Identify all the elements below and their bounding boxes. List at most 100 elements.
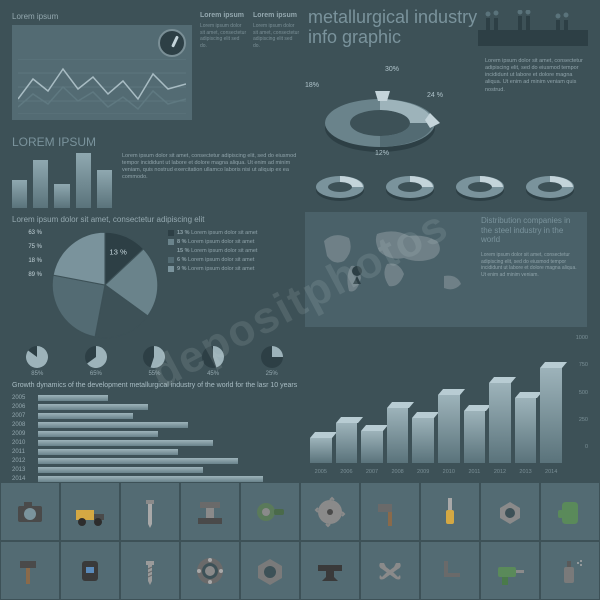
column-title: Lorem ipsum	[200, 12, 247, 19]
pie-chart: 13 %	[50, 230, 160, 340]
growth-bar	[38, 395, 108, 401]
small-pie-label: 45%	[188, 371, 239, 377]
small-pie-label: 85%	[12, 371, 63, 377]
bar	[76, 153, 91, 208]
screw-icon	[120, 541, 180, 600]
truck-icon	[60, 482, 120, 541]
x-label: 2005	[310, 469, 332, 475]
growth-row: 2010	[12, 439, 302, 446]
x-label: 2008	[387, 469, 409, 475]
ring-chart-3d	[315, 88, 445, 158]
small-pie-label: 25%	[246, 371, 297, 377]
ring-pct-label: 18%	[305, 82, 319, 89]
legend-item: 6 % Lorem ipsum dolor sit amet	[168, 257, 297, 263]
top-text-columns: Lorem ipsum Lorem ipsum dolor sit amet, …	[200, 12, 300, 127]
drill-icon	[480, 541, 540, 600]
gloves-icon	[540, 482, 600, 541]
column-3d	[438, 395, 460, 463]
growth-title: Growth dynamics of the development metal…	[12, 382, 302, 390]
small-ring	[383, 170, 438, 205]
grinder-icon	[240, 482, 300, 541]
bar	[54, 184, 69, 208]
world-map-icon	[309, 216, 479, 316]
growth-row: 2006	[12, 403, 302, 410]
growth-row: 2012	[12, 457, 302, 464]
growth-bar	[38, 413, 133, 419]
section-title: LOREM IPSUM	[12, 135, 297, 149]
growth-row: 2005	[12, 394, 302, 401]
small-pie: 85%	[12, 345, 63, 375]
x-label: 2011	[464, 469, 486, 475]
bar	[97, 170, 112, 208]
growth-row: 2008	[12, 421, 302, 428]
camera-icon	[0, 482, 60, 541]
column-3d	[540, 368, 562, 463]
pie-side-label: 18 %	[12, 258, 42, 264]
x-axis-labels: 2005200620072008200920102011201220132014	[310, 469, 562, 475]
growth-year: 2007	[12, 413, 34, 419]
legend-text: 6 % Lorem ipsum dolor sit amet	[177, 257, 254, 263]
legend-text: 9 % Lorem ipsum dolor sit amet	[177, 266, 254, 272]
bar	[12, 180, 27, 208]
column-3d	[336, 423, 358, 463]
pie-title: Lorem ipsum dolor sit amet, consectetur …	[12, 215, 297, 224]
y-label: 750	[566, 362, 588, 368]
growth-row: 2011	[12, 448, 302, 455]
growth-row: 2009	[12, 430, 302, 437]
growth-bar	[38, 458, 238, 464]
legend-item: 8 % Lorem ipsum dolor sit amet	[168, 239, 297, 245]
ring-pct-label: 12%	[375, 150, 389, 157]
nut2-icon	[240, 541, 300, 600]
y-axis-labels: 10007505002500	[566, 335, 588, 450]
saw-icon	[300, 482, 360, 541]
nut-icon	[480, 482, 540, 541]
wrench-icon	[360, 541, 420, 600]
legend-text: 8 % Lorem ipsum dolor sit amet	[177, 239, 254, 245]
line-chart	[18, 59, 186, 114]
small-pie: 55%	[129, 345, 180, 375]
legend-text: 13 % Lorem ipsum dolor sit amet	[177, 230, 257, 236]
hammer-tool-icon	[360, 482, 420, 541]
column-3d	[310, 438, 332, 463]
map-text: Lorem ipsum dolor sit amet, consectetur …	[481, 252, 581, 278]
bar-chart	[12, 153, 112, 208]
column-3d	[387, 408, 409, 463]
small-pies-row: 85%65%55%45%25%	[12, 345, 297, 375]
legend-item: 13 % Lorem ipsum dolor sit amet	[168, 230, 297, 236]
growth-bar	[38, 476, 263, 482]
spray-icon	[540, 541, 600, 600]
legend-item: 15 % Lorem ipsum dolor sit amet	[168, 248, 297, 254]
growth-row: 2013	[12, 466, 302, 473]
growth-year: 2013	[12, 467, 34, 473]
x-label: 2013	[515, 469, 537, 475]
growth-bar	[38, 440, 213, 446]
small-pie-label: 55%	[129, 371, 180, 377]
pie-left-labels: 63 %75 %18 %89 %	[12, 230, 42, 340]
growth-bar	[38, 422, 188, 428]
small-pie: 25%	[246, 345, 297, 375]
column-3d	[489, 383, 511, 463]
column-title: Lorem ipsum	[253, 12, 300, 19]
growth-bar	[38, 404, 148, 410]
y-label: 500	[566, 390, 588, 396]
bolt-icon	[120, 482, 180, 541]
column-3d	[412, 418, 434, 463]
x-label: 2014	[540, 469, 562, 475]
section-text: Lorem ipsum dolor sit amet, consectetur …	[122, 153, 297, 208]
x-label: 2007	[361, 469, 383, 475]
bar	[33, 160, 48, 208]
column-3d	[515, 398, 537, 463]
title-line-1: metallurgical industry	[308, 7, 477, 27]
growth-year: 2011	[12, 449, 34, 455]
chart-line-1	[18, 69, 186, 99]
y-label: 250	[566, 417, 588, 423]
title-line-2: info graphic	[308, 27, 401, 47]
column-3d	[361, 431, 383, 463]
column-text: Lorem ipsum dolor sit amet, consectetur …	[253, 23, 300, 49]
bar-chart-section: LOREM IPSUM Lorem ipsum dolor sit amet, …	[12, 135, 297, 210]
panel-title: Lorem ipsum	[12, 12, 192, 21]
text-column: Lorem ipsum Lorem ipsum dolor sit amet, …	[200, 12, 247, 127]
small-ring	[523, 170, 578, 205]
welder-icon	[60, 541, 120, 600]
column-chart-3d	[310, 348, 562, 463]
